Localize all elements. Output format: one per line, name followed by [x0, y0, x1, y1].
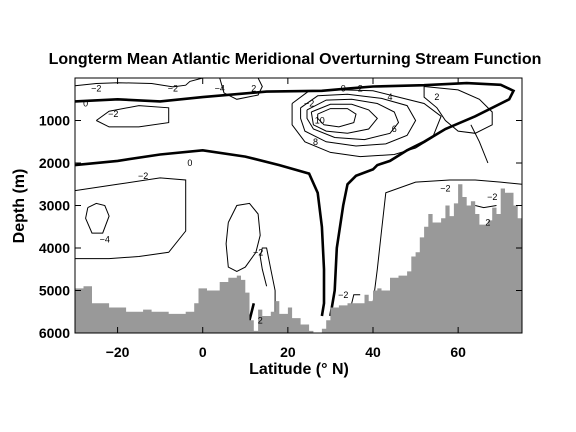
contour-line	[75, 81, 516, 317]
contour-label: −4	[215, 84, 225, 94]
contour-line	[75, 78, 203, 88]
contour-label: 6	[392, 124, 397, 134]
contour-line	[291, 89, 442, 158]
x-tick-label: 60	[450, 344, 466, 360]
contour-line	[475, 205, 497, 209]
contour-line	[300, 93, 417, 147]
contour-lines	[75, 78, 522, 333]
contour-label: 8	[313, 137, 318, 147]
x-tick-label: 20	[280, 344, 296, 360]
contour-label: −2	[487, 192, 497, 202]
bottom-topography	[75, 184, 522, 333]
contour-line	[96, 105, 170, 128]
contour-label: 2	[434, 92, 439, 102]
contour-line	[225, 202, 261, 272]
chart-title: Longterm Mean Atlantic Meridional Overtu…	[49, 51, 542, 68]
contour-line	[85, 202, 110, 234]
contour-label: 2	[258, 315, 263, 325]
x-tick-label: 40	[365, 344, 381, 360]
x-axis-ticks: −20 0 20 40 60	[106, 78, 466, 360]
y-axis-ticks: 1000 2000 3000 4000 5000 6000	[39, 113, 522, 341]
contour-label: −2	[440, 184, 450, 194]
contour-line	[470, 124, 489, 164]
contour-label: 0	[341, 84, 346, 94]
contour-label: 0	[83, 99, 88, 109]
y-tick-label: 3000	[39, 198, 70, 214]
contour-label: 2	[358, 84, 363, 94]
y-tick-label: 2000	[39, 155, 70, 171]
contour-line	[310, 103, 378, 134]
contour-line	[75, 148, 326, 317]
y-tick-label: 4000	[39, 240, 70, 256]
contour-line	[317, 108, 357, 128]
contour-label: 2	[485, 218, 490, 228]
contour-label: −2	[253, 247, 263, 257]
x-tick-label: −20	[106, 344, 130, 360]
contour-label: 0	[187, 158, 192, 168]
contour-label: −4	[100, 235, 110, 245]
y-tick-label: 1000	[39, 113, 70, 129]
x-tick-label: 0	[199, 344, 207, 360]
contour-label: 4	[387, 92, 392, 102]
contour-line	[306, 98, 400, 141]
contour-label: −2	[338, 290, 348, 300]
contour-label: −2	[304, 99, 314, 109]
contour-line	[219, 78, 263, 100]
contour-label: −2	[138, 171, 148, 181]
contour-label: −2	[108, 109, 118, 119]
x-axis-label: Latitude (° N)	[249, 361, 349, 378]
contour-line	[75, 177, 187, 260]
contour-line	[372, 179, 522, 304]
contour-label: 10	[315, 116, 325, 126]
y-tick-label: 6000	[39, 325, 70, 341]
y-axis-label: Depth (m)	[11, 169, 28, 244]
contour-label: −2	[91, 84, 101, 94]
contour-label: −2	[168, 84, 178, 94]
contour-label: 2	[251, 84, 256, 94]
y-tick-label: 5000	[39, 283, 70, 299]
